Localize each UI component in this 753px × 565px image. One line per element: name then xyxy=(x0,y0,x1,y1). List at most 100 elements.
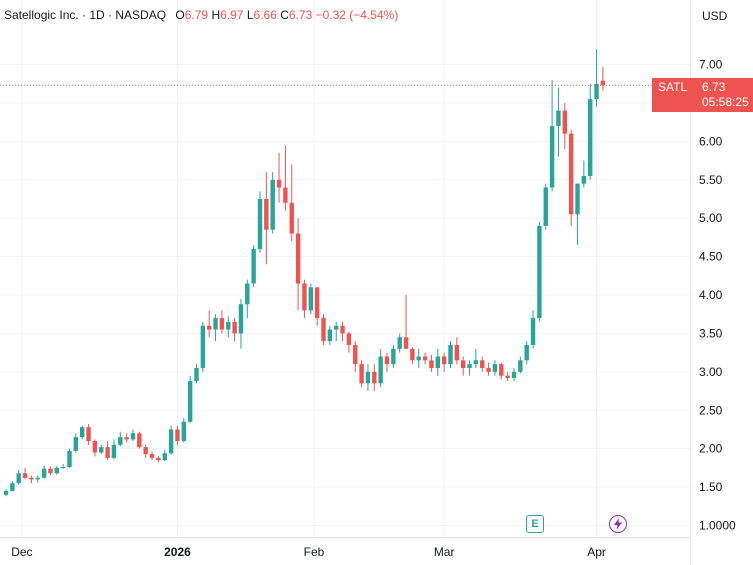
candle xyxy=(22,467,28,480)
candle-body xyxy=(295,233,301,284)
candle xyxy=(270,172,275,234)
candle-body xyxy=(54,467,59,474)
candle xyxy=(441,352,447,372)
candle-body xyxy=(359,364,364,384)
candle xyxy=(111,439,117,460)
candle-body xyxy=(403,337,409,349)
candle-body xyxy=(454,344,460,361)
price-tick-label: 5.00 xyxy=(699,211,723,225)
candle xyxy=(467,360,472,376)
candle-body xyxy=(511,371,517,378)
candle xyxy=(181,417,186,443)
candle-body xyxy=(213,318,218,330)
candle-body xyxy=(29,477,34,480)
candle-body xyxy=(60,467,66,469)
candle-body xyxy=(289,202,294,234)
time-tick-label: Dec xyxy=(11,545,32,559)
close-key: C xyxy=(280,8,289,22)
candle-body xyxy=(194,368,199,382)
candle-body xyxy=(130,433,136,440)
candle xyxy=(295,218,301,311)
candle xyxy=(143,444,148,458)
candle xyxy=(384,352,390,372)
candle-body xyxy=(378,356,383,384)
candle-body xyxy=(3,490,9,495)
candle xyxy=(156,456,161,463)
candle-body xyxy=(219,318,225,330)
price-axis[interactable]: 7.006.506.005.505.004.504.003.503.002.50… xyxy=(699,58,736,533)
candle-body xyxy=(41,468,47,478)
candle-body xyxy=(473,360,479,365)
candle xyxy=(334,321,339,342)
candle-body xyxy=(264,199,269,230)
candle-body xyxy=(276,179,282,188)
candle-body xyxy=(105,447,110,458)
candle-body xyxy=(86,427,91,441)
candle xyxy=(346,331,352,353)
candle-body xyxy=(391,348,396,365)
candle xyxy=(403,295,409,349)
candle-body xyxy=(35,477,40,480)
candle-body xyxy=(556,110,561,127)
grid-lines xyxy=(0,0,690,537)
open-value: 6.79 xyxy=(184,8,209,22)
candle xyxy=(549,79,555,192)
candle xyxy=(3,489,9,497)
candle-body xyxy=(537,225,542,319)
price-tag-countdown: 05:58:25 xyxy=(702,95,749,109)
price-tick-label: 7.00 xyxy=(699,58,723,72)
candle-body xyxy=(581,175,587,184)
candle xyxy=(48,466,53,476)
candle-body xyxy=(334,325,339,330)
candle xyxy=(232,318,237,342)
candle-body xyxy=(562,110,567,134)
candle xyxy=(175,425,180,445)
candle-body xyxy=(435,356,440,368)
candle xyxy=(486,362,491,376)
candles-layer xyxy=(3,49,606,497)
candle xyxy=(537,222,542,322)
candle xyxy=(378,348,383,388)
earnings-event-icon[interactable]: E xyxy=(526,515,544,533)
candle xyxy=(594,49,599,107)
candle xyxy=(454,337,460,365)
candle-body xyxy=(346,333,352,345)
price-tick-label: 4.00 xyxy=(699,288,723,302)
symbol-title[interactable]: Satellogic Inc. · 1D · NASDAQ xyxy=(4,8,167,22)
candle-body xyxy=(340,325,345,334)
candle-body xyxy=(251,248,256,284)
currency-label[interactable]: USD xyxy=(702,9,728,23)
candle xyxy=(562,102,567,150)
candle-body xyxy=(111,444,117,458)
candle-body xyxy=(118,437,123,445)
price-tick-label: 4.50 xyxy=(699,250,723,264)
price-tag-price: 6.73 xyxy=(702,80,726,94)
candle-body xyxy=(384,356,390,365)
candle-body xyxy=(67,450,72,468)
price-tick-label: 5.50 xyxy=(699,173,723,187)
candle xyxy=(54,466,59,475)
time-tick-label: Apr xyxy=(587,545,606,559)
candle xyxy=(162,450,167,461)
candle xyxy=(410,347,415,365)
candle xyxy=(359,360,364,388)
candle xyxy=(353,341,358,372)
lightning-icon[interactable] xyxy=(609,515,627,533)
candle xyxy=(499,362,504,380)
candle xyxy=(194,364,199,384)
candle-body xyxy=(99,447,104,453)
candle xyxy=(524,341,529,365)
candle xyxy=(588,83,593,180)
price-tick-label: 1.50 xyxy=(699,480,723,494)
candle xyxy=(73,433,79,453)
high-key: H xyxy=(211,8,221,22)
candle xyxy=(35,475,40,483)
time-tick-label: Feb xyxy=(304,545,325,559)
candle xyxy=(118,431,123,447)
price-tick-label: 1.0000 xyxy=(699,518,736,532)
candle-body xyxy=(568,133,574,215)
candle-body xyxy=(321,318,326,342)
time-axis[interactable]: Dec 2026 Feb Mar Apr xyxy=(11,545,606,559)
candle-body xyxy=(124,437,129,440)
